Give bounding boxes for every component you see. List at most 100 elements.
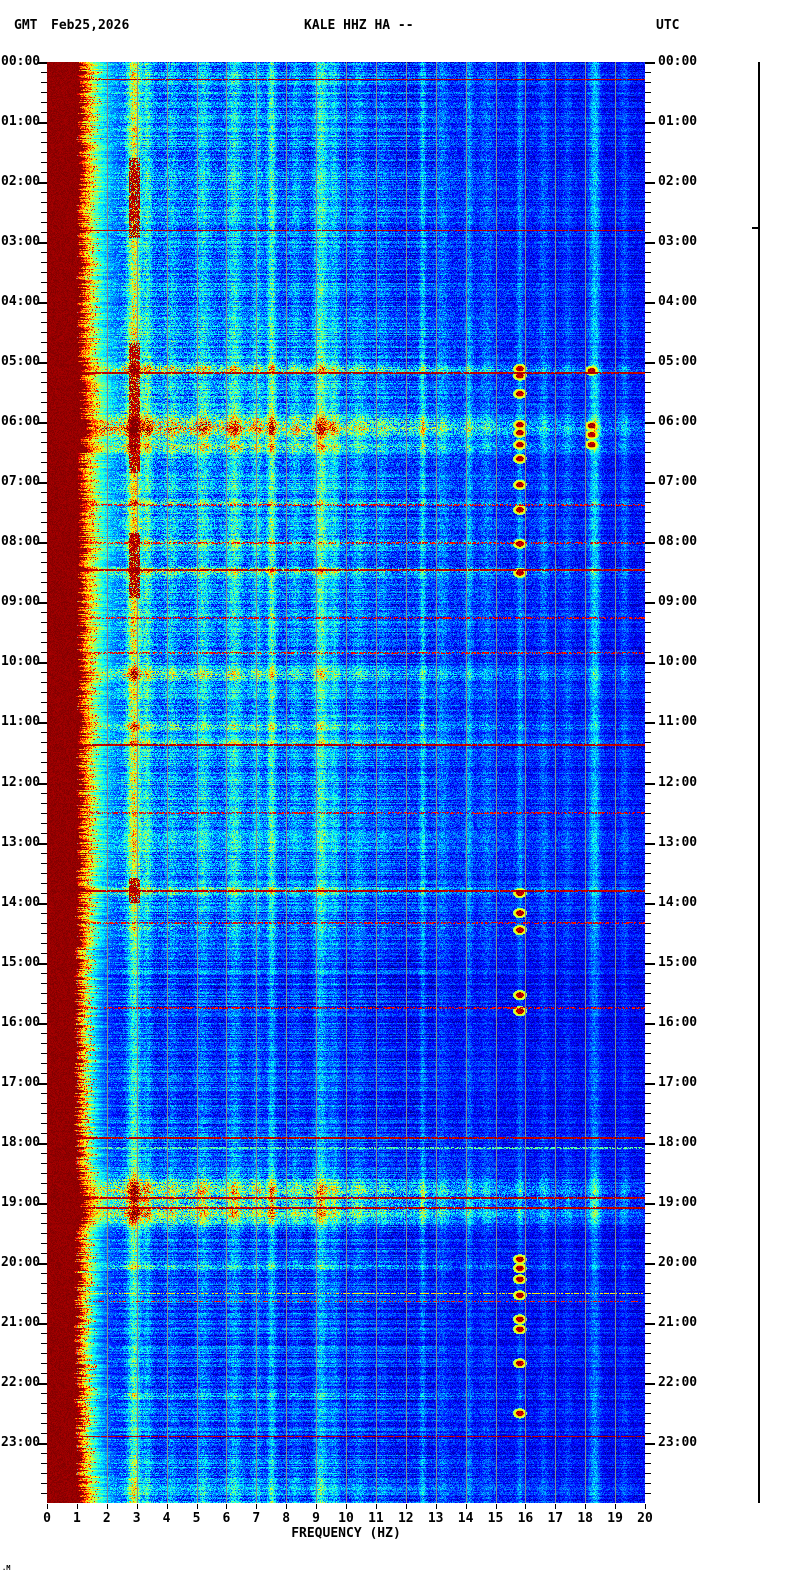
freq-tick-label: 18: [577, 1511, 594, 1526]
minute-tick-left: [41, 862, 47, 864]
minute-tick-right: [645, 632, 651, 634]
hour-label-right: 15:00: [658, 954, 698, 970]
freq-tick: [196, 1504, 198, 1509]
minute-tick-left: [41, 1222, 47, 1224]
hour-tick-right: [645, 542, 655, 545]
minute-tick-left: [41, 612, 47, 614]
freq-tick: [405, 1504, 407, 1509]
minute-tick-left: [41, 672, 47, 674]
minute-tick-left: [41, 382, 47, 384]
minute-tick-left: [41, 532, 47, 534]
minute-tick-right: [645, 1482, 651, 1484]
minute-tick-left: [41, 1212, 47, 1214]
freq-tick: [555, 1504, 557, 1509]
minute-tick-left: [41, 322, 47, 324]
minute-tick-left: [41, 92, 47, 94]
minute-tick-right: [645, 432, 651, 434]
minute-tick-left: [41, 692, 47, 694]
header-gmt-label: GMT: [14, 18, 38, 33]
freq-tick-label: 19: [607, 1511, 623, 1526]
minute-tick-right: [645, 1132, 651, 1134]
hour-tick-right: [645, 1322, 655, 1325]
minute-tick-right: [645, 872, 651, 874]
hour-label-left: 06:00: [1, 414, 41, 430]
minute-tick-right: [645, 1302, 651, 1304]
minute-tick-left: [41, 582, 47, 584]
minute-tick-right: [645, 1032, 651, 1034]
minute-tick-left: [41, 872, 47, 874]
freq-tick: [525, 1504, 527, 1509]
minute-tick-left: [41, 1292, 47, 1294]
hour-label-right: 19:00: [658, 1194, 698, 1210]
minute-tick-right: [645, 1312, 651, 1314]
freq-tick: [645, 1504, 646, 1509]
minute-tick-right: [645, 222, 651, 224]
hour-tick-right: [645, 122, 655, 125]
minute-tick-left: [41, 1092, 47, 1094]
minute-tick-right: [645, 462, 651, 464]
minute-tick-right: [645, 1292, 651, 1294]
hour-label-right: 03:00: [658, 234, 698, 250]
minute-tick-left: [41, 592, 47, 594]
scale-reference-line: [758, 62, 760, 1503]
minute-tick-left: [41, 102, 47, 104]
hour-label-right: 10:00: [658, 654, 698, 670]
freq-tick-label: 10: [338, 1511, 354, 1526]
minute-tick-right: [645, 452, 651, 454]
minute-tick-left: [41, 112, 47, 114]
freq-axis-title: FREQUENCY (HZ): [291, 1526, 401, 1541]
minute-tick-left: [41, 1302, 47, 1304]
minute-tick-right: [645, 1072, 651, 1074]
minute-tick-left: [41, 572, 47, 574]
freq-tick: [615, 1504, 617, 1509]
minute-tick-left: [41, 152, 47, 154]
minute-tick-right: [645, 892, 651, 894]
minute-tick-left: [41, 82, 47, 83]
minute-tick-right: [645, 382, 651, 384]
hour-label-left: 00:00: [1, 54, 41, 69]
minute-tick-left: [41, 412, 47, 414]
minute-tick-left: [41, 752, 47, 754]
freq-tick-label: 13: [427, 1511, 444, 1526]
hour-tick-left: [37, 962, 47, 965]
hour-tick-right: [645, 602, 655, 605]
minute-tick-right: [645, 1152, 651, 1154]
hour-label-left: 03:00: [1, 234, 41, 250]
minute-tick-right: [645, 332, 651, 334]
minute-tick-left: [41, 1492, 47, 1494]
minute-tick-right: [645, 1102, 651, 1104]
freq-tick: [316, 1504, 318, 1509]
hour-label-left: 04:00: [1, 294, 41, 310]
minute-tick-left: [41, 372, 47, 374]
hour-tick-right: [645, 1202, 655, 1205]
minute-tick-left: [41, 1162, 47, 1164]
minute-tick-right: [645, 622, 651, 624]
hour-tick-left: [37, 242, 47, 245]
hour-tick-right: [645, 722, 655, 725]
freq-tick: [106, 1504, 108, 1509]
minute-tick-right: [645, 882, 651, 884]
hour-label-right: 09:00: [658, 594, 698, 610]
hour-tick-left: [37, 122, 47, 125]
hour-tick-left: [37, 1202, 47, 1205]
freq-tick-label: 11: [368, 1511, 384, 1526]
minute-tick-left: [41, 822, 47, 824]
minute-tick-left: [41, 1232, 47, 1234]
minute-tick-right: [645, 1412, 651, 1414]
minute-tick-left: [41, 1372, 47, 1374]
minute-tick-left: [41, 622, 47, 624]
hour-tick-left: [37, 422, 47, 425]
minute-tick-right: [645, 822, 651, 824]
minute-tick-left: [41, 682, 47, 684]
hour-tick-left: [37, 362, 47, 365]
minute-tick-left: [41, 1332, 47, 1334]
minute-tick-left: [41, 792, 47, 794]
freq-tick-label: 0: [43, 1511, 51, 1526]
freq-tick-label: 12: [397, 1511, 414, 1526]
minute-tick-right: [645, 372, 651, 374]
hour-label-left: 21:00: [1, 1314, 41, 1330]
minute-tick-left: [41, 1152, 47, 1154]
minute-tick-right: [645, 932, 651, 934]
minute-tick-right: [645, 1452, 651, 1454]
